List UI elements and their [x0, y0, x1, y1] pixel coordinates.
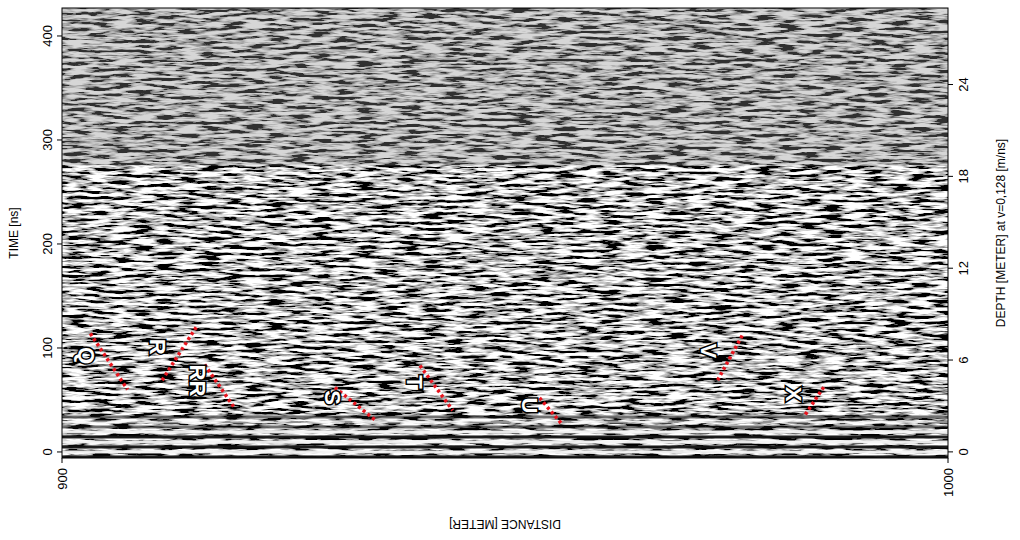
reflection-line: [805, 385, 824, 414]
reflection-label: V: [696, 343, 721, 358]
direct-wave-band: [62, 435, 948, 438]
x-axis-title: DISTANCE [METER]: [449, 517, 561, 531]
direct-wave-band: [62, 440, 948, 443]
x-tick-label: 1000: [941, 468, 956, 497]
reflection-label: X: [781, 387, 806, 402]
x-tick: [62, 458, 63, 463]
y2-tick: [948, 84, 953, 85]
direct-wave-band: [62, 430, 948, 433]
y-tick: [57, 451, 62, 452]
radar-texture: [62, 8, 948, 458]
plot-frame: [62, 8, 948, 458]
y-tick: [57, 139, 62, 140]
direct-wave-band: [62, 420, 948, 423]
y-tick-label: 400: [40, 25, 55, 47]
y2-tick-label: 12: [956, 261, 971, 275]
x-tick-label: 900: [55, 468, 70, 490]
y2-tick: [948, 451, 953, 452]
reflection-label: T: [402, 375, 427, 389]
y-tick: [57, 243, 62, 244]
x-tick: [948, 458, 949, 463]
y-tick-label: 0: [40, 448, 55, 455]
y-tick: [57, 35, 62, 36]
y2-tick: [948, 360, 953, 361]
direct-wave-band: [62, 415, 948, 418]
y2-tick-label: 24: [956, 77, 971, 91]
direct-wave-band: [62, 425, 948, 428]
reflection-label: Q: [74, 347, 99, 364]
background: [62, 8, 948, 458]
y2-tick-label: 0: [956, 448, 971, 455]
noise-fade: [62, 8, 948, 166]
y-tick: [57, 347, 62, 348]
y2-tick: [948, 176, 953, 177]
direct-wave-band: [62, 445, 948, 448]
y-axis-title: TIME [ns]: [7, 207, 21, 258]
reflection-line: [540, 398, 563, 425]
plot-area: [62, 8, 948, 458]
y2-tick: [948, 268, 953, 269]
reflection-label: R: [145, 339, 170, 355]
chart: QRRRSTUVX0100200300400061218249001000TIM…: [0, 0, 1020, 540]
y-tick-label: 100: [40, 337, 55, 359]
reflection-label: S: [320, 390, 345, 405]
y2-tick-label: 18: [956, 169, 971, 183]
reflection-label: RR: [185, 365, 210, 397]
y-tick-label: 200: [40, 233, 55, 255]
y2-axis-title: DEPTH [METER] at v=0,128 [m/ns]: [994, 139, 1008, 327]
annotation-lines: [90, 325, 824, 425]
reflection-label: U: [517, 397, 542, 413]
direct-wave-band: [62, 450, 948, 453]
y-tick-label: 300: [40, 129, 55, 151]
y2-tick-label: 6: [956, 356, 971, 363]
